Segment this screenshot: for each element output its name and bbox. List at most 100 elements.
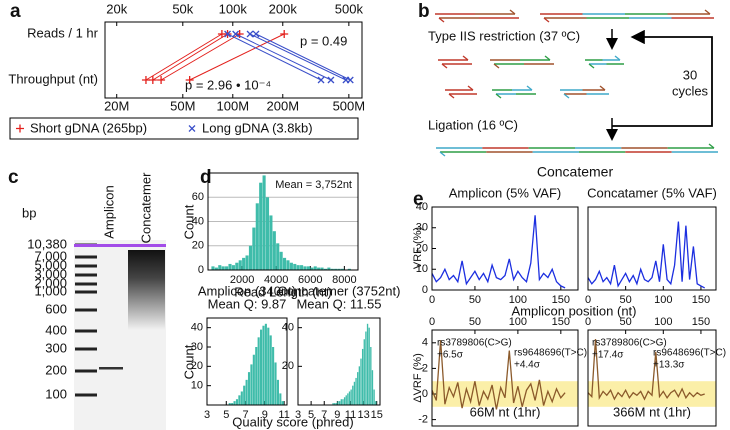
bar — [340, 399, 342, 405]
panel-label: d — [200, 167, 212, 188]
x-tick-label: 3 — [204, 409, 210, 421]
y-tick-label: 40 — [282, 322, 294, 334]
chart-title: Amplicon (340nt) — [198, 283, 296, 298]
bar — [342, 399, 344, 405]
bar — [233, 401, 236, 405]
annotation: p = 0.49 — [300, 33, 347, 48]
x-tick-label: 100 — [654, 316, 672, 328]
bar — [371, 370, 374, 405]
bar — [303, 266, 307, 270]
x-tick-label: 200k — [269, 1, 298, 16]
bar — [252, 227, 256, 270]
plot-frame — [297, 317, 381, 406]
bar — [330, 268, 334, 270]
ladder-label: 300 — [45, 340, 67, 355]
lane-label: Concatemer — [138, 172, 153, 243]
bar — [347, 268, 351, 270]
x-tick-label: 13 — [357, 409, 369, 421]
bar — [340, 268, 345, 270]
strand-hook — [467, 85, 474, 91]
bar — [269, 335, 272, 405]
annotation: +17.4σ — [592, 350, 624, 361]
y-tick-label: 20 — [416, 242, 428, 254]
bar — [313, 266, 317, 270]
x-tick-label: 0 — [429, 316, 435, 328]
x-tick-label: 150 — [692, 316, 710, 328]
bar — [327, 267, 331, 270]
bar — [339, 401, 341, 405]
annotation: rs9648696(T>C) — [514, 348, 587, 359]
bar — [289, 262, 293, 270]
plot-frame — [431, 329, 579, 427]
bar — [357, 372, 359, 405]
plot-frame — [206, 317, 288, 406]
annotation: p = 2.96 • 10⁻⁴ — [185, 77, 271, 92]
bar — [343, 397, 346, 405]
bar — [255, 347, 258, 405]
amplicon-band — [99, 367, 123, 370]
y-tick-label: 4 — [422, 337, 428, 349]
x-tick-label: 9 — [334, 409, 340, 421]
x-tick-label: 50 — [469, 294, 481, 306]
bar — [345, 395, 347, 405]
x-tick-label: 50 — [620, 294, 632, 306]
ladder-label: 2,000 — [34, 275, 67, 290]
bar — [255, 203, 259, 270]
point — [246, 30, 254, 38]
y-tick-label: -2 — [418, 414, 428, 426]
legend-marker — [188, 125, 196, 132]
ladder-label: 5,000 — [34, 257, 67, 272]
ladder-band — [75, 369, 97, 373]
chart-title: Mean Q: 9.87 — [208, 296, 287, 311]
point — [327, 76, 335, 84]
bar — [211, 266, 215, 270]
ladder-label: 7,000 — [34, 248, 67, 263]
x-axis-label: Quality score (phred) — [232, 414, 353, 429]
bar — [286, 260, 290, 270]
y-tick-label: 40 — [416, 201, 428, 213]
plot-frame — [587, 206, 717, 291]
chart-title: Amplicon (5% VAF) — [449, 185, 561, 200]
x2-tick-label: 200M — [267, 98, 300, 113]
annotation: rs9648696(T>C) — [653, 348, 726, 359]
point — [252, 30, 260, 38]
bar — [358, 366, 361, 405]
x-tick-label: 2000 — [230, 274, 254, 286]
data-line — [431, 215, 566, 289]
bar — [264, 323, 267, 405]
x-tick-label: 4000 — [264, 274, 288, 286]
legend-label: Long gDNA (3.8kb) — [202, 120, 313, 135]
step-label: Type IIS restriction (37 ºC) — [428, 28, 580, 43]
strand-hook — [438, 17, 445, 23]
chart-title: Concatamer (5% VAF) — [587, 185, 717, 200]
x2-tick-label: 500M — [333, 98, 366, 113]
bar — [293, 263, 297, 270]
strand-hook — [543, 17, 550, 23]
x-tick-label: 9 — [262, 409, 268, 421]
bar — [317, 267, 321, 270]
x-tick-label: 500k — [335, 1, 364, 16]
strand-hook — [526, 85, 533, 91]
strand-hook — [708, 143, 715, 149]
y-axis-label: VRF (%) — [412, 227, 424, 269]
annotation: rs3789806(C>G) — [437, 338, 512, 349]
x-tick-label: 50 — [620, 316, 632, 328]
chart-footer: 66M nt (1hr) — [470, 404, 541, 419]
point — [280, 30, 289, 38]
bar — [306, 266, 310, 270]
plot-frame — [104, 21, 363, 99]
plot-frame — [587, 329, 717, 427]
ladder-label: 600 — [45, 301, 67, 316]
bar — [365, 331, 367, 405]
x-tick-label: 150 — [692, 294, 710, 306]
strand-hook — [439, 151, 446, 157]
gel-unit: bp — [22, 205, 36, 220]
slope-line — [160, 33, 240, 81]
x-tick-label: 11 — [345, 409, 356, 421]
strand-hook — [495, 93, 502, 99]
bar — [221, 266, 225, 270]
bar — [225, 266, 229, 270]
bar — [238, 260, 242, 270]
bar — [252, 354, 255, 405]
